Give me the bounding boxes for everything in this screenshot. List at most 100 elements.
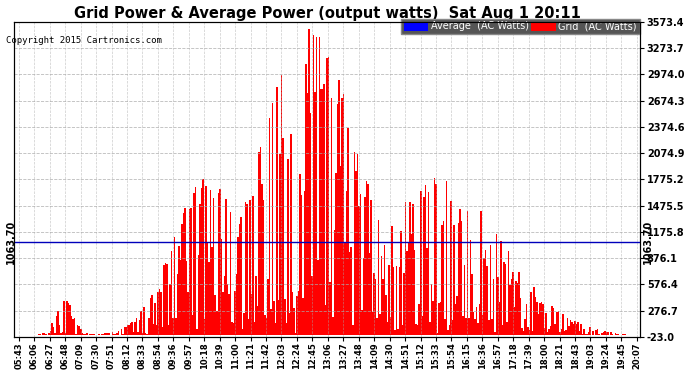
- Bar: [494, 332, 495, 335]
- Bar: [500, 241, 502, 335]
- Bar: [607, 332, 609, 335]
- Bar: [172, 318, 174, 335]
- Bar: [213, 198, 215, 335]
- Bar: [198, 255, 199, 335]
- Bar: [152, 324, 154, 335]
- Bar: [457, 223, 460, 335]
- Bar: [390, 317, 391, 335]
- Bar: [184, 208, 186, 335]
- Bar: [284, 299, 286, 335]
- Bar: [523, 331, 524, 335]
- Bar: [575, 324, 577, 335]
- Bar: [169, 285, 170, 335]
- Bar: [465, 318, 467, 335]
- Bar: [144, 307, 145, 335]
- Bar: [351, 247, 352, 335]
- Bar: [582, 334, 583, 335]
- Bar: [329, 282, 331, 335]
- Bar: [532, 331, 533, 335]
- Bar: [373, 273, 375, 335]
- Bar: [586, 334, 588, 335]
- Bar: [338, 80, 340, 335]
- Bar: [491, 319, 493, 335]
- Bar: [508, 251, 509, 335]
- Bar: [287, 159, 288, 335]
- Bar: [202, 179, 204, 335]
- Bar: [331, 98, 333, 335]
- Bar: [417, 325, 419, 335]
- Bar: [264, 315, 266, 335]
- Bar: [342, 98, 343, 335]
- Bar: [594, 334, 595, 335]
- Bar: [160, 291, 161, 335]
- Bar: [306, 93, 308, 335]
- Bar: [415, 324, 417, 335]
- Bar: [175, 318, 177, 335]
- Bar: [273, 300, 275, 335]
- Bar: [520, 298, 521, 335]
- Bar: [477, 322, 479, 335]
- Bar: [228, 294, 230, 335]
- Bar: [46, 334, 47, 335]
- Bar: [394, 330, 396, 335]
- Bar: [375, 279, 376, 335]
- Bar: [313, 35, 314, 335]
- Bar: [217, 193, 219, 335]
- Bar: [384, 245, 385, 335]
- Bar: [542, 304, 544, 335]
- Bar: [502, 325, 503, 335]
- Bar: [221, 238, 222, 335]
- Bar: [469, 318, 470, 335]
- Bar: [592, 331, 594, 335]
- Bar: [382, 279, 384, 335]
- Bar: [275, 322, 277, 335]
- Bar: [308, 29, 310, 335]
- Bar: [86, 333, 88, 335]
- Bar: [485, 250, 486, 335]
- Bar: [178, 246, 179, 335]
- Bar: [197, 329, 198, 335]
- Bar: [62, 332, 63, 335]
- Bar: [231, 322, 233, 335]
- Bar: [101, 334, 103, 335]
- Bar: [145, 333, 146, 335]
- Bar: [402, 325, 404, 335]
- Bar: [353, 152, 355, 335]
- Bar: [531, 292, 532, 335]
- Bar: [364, 197, 366, 335]
- Bar: [606, 332, 607, 335]
- Bar: [570, 320, 571, 335]
- Bar: [253, 196, 254, 335]
- Bar: [544, 328, 545, 335]
- Bar: [396, 267, 397, 335]
- Bar: [406, 251, 408, 335]
- Bar: [262, 184, 263, 335]
- Bar: [71, 316, 72, 335]
- Bar: [50, 331, 51, 335]
- Bar: [461, 220, 462, 335]
- Bar: [622, 334, 624, 335]
- Bar: [503, 262, 504, 335]
- Bar: [79, 326, 80, 335]
- Bar: [38, 334, 39, 335]
- Bar: [165, 263, 166, 335]
- Bar: [133, 332, 135, 335]
- Bar: [611, 332, 612, 335]
- Bar: [387, 322, 388, 335]
- Bar: [405, 202, 406, 335]
- Bar: [60, 333, 62, 335]
- Bar: [527, 327, 529, 335]
- Bar: [540, 303, 541, 335]
- Bar: [63, 301, 65, 335]
- Bar: [43, 333, 46, 335]
- Bar: [250, 294, 253, 335]
- Bar: [495, 234, 497, 335]
- Bar: [70, 305, 71, 335]
- Bar: [391, 226, 393, 335]
- Bar: [81, 333, 83, 335]
- Bar: [248, 319, 249, 335]
- Bar: [322, 88, 324, 335]
- Bar: [89, 334, 90, 335]
- Bar: [292, 292, 293, 335]
- Bar: [92, 334, 94, 335]
